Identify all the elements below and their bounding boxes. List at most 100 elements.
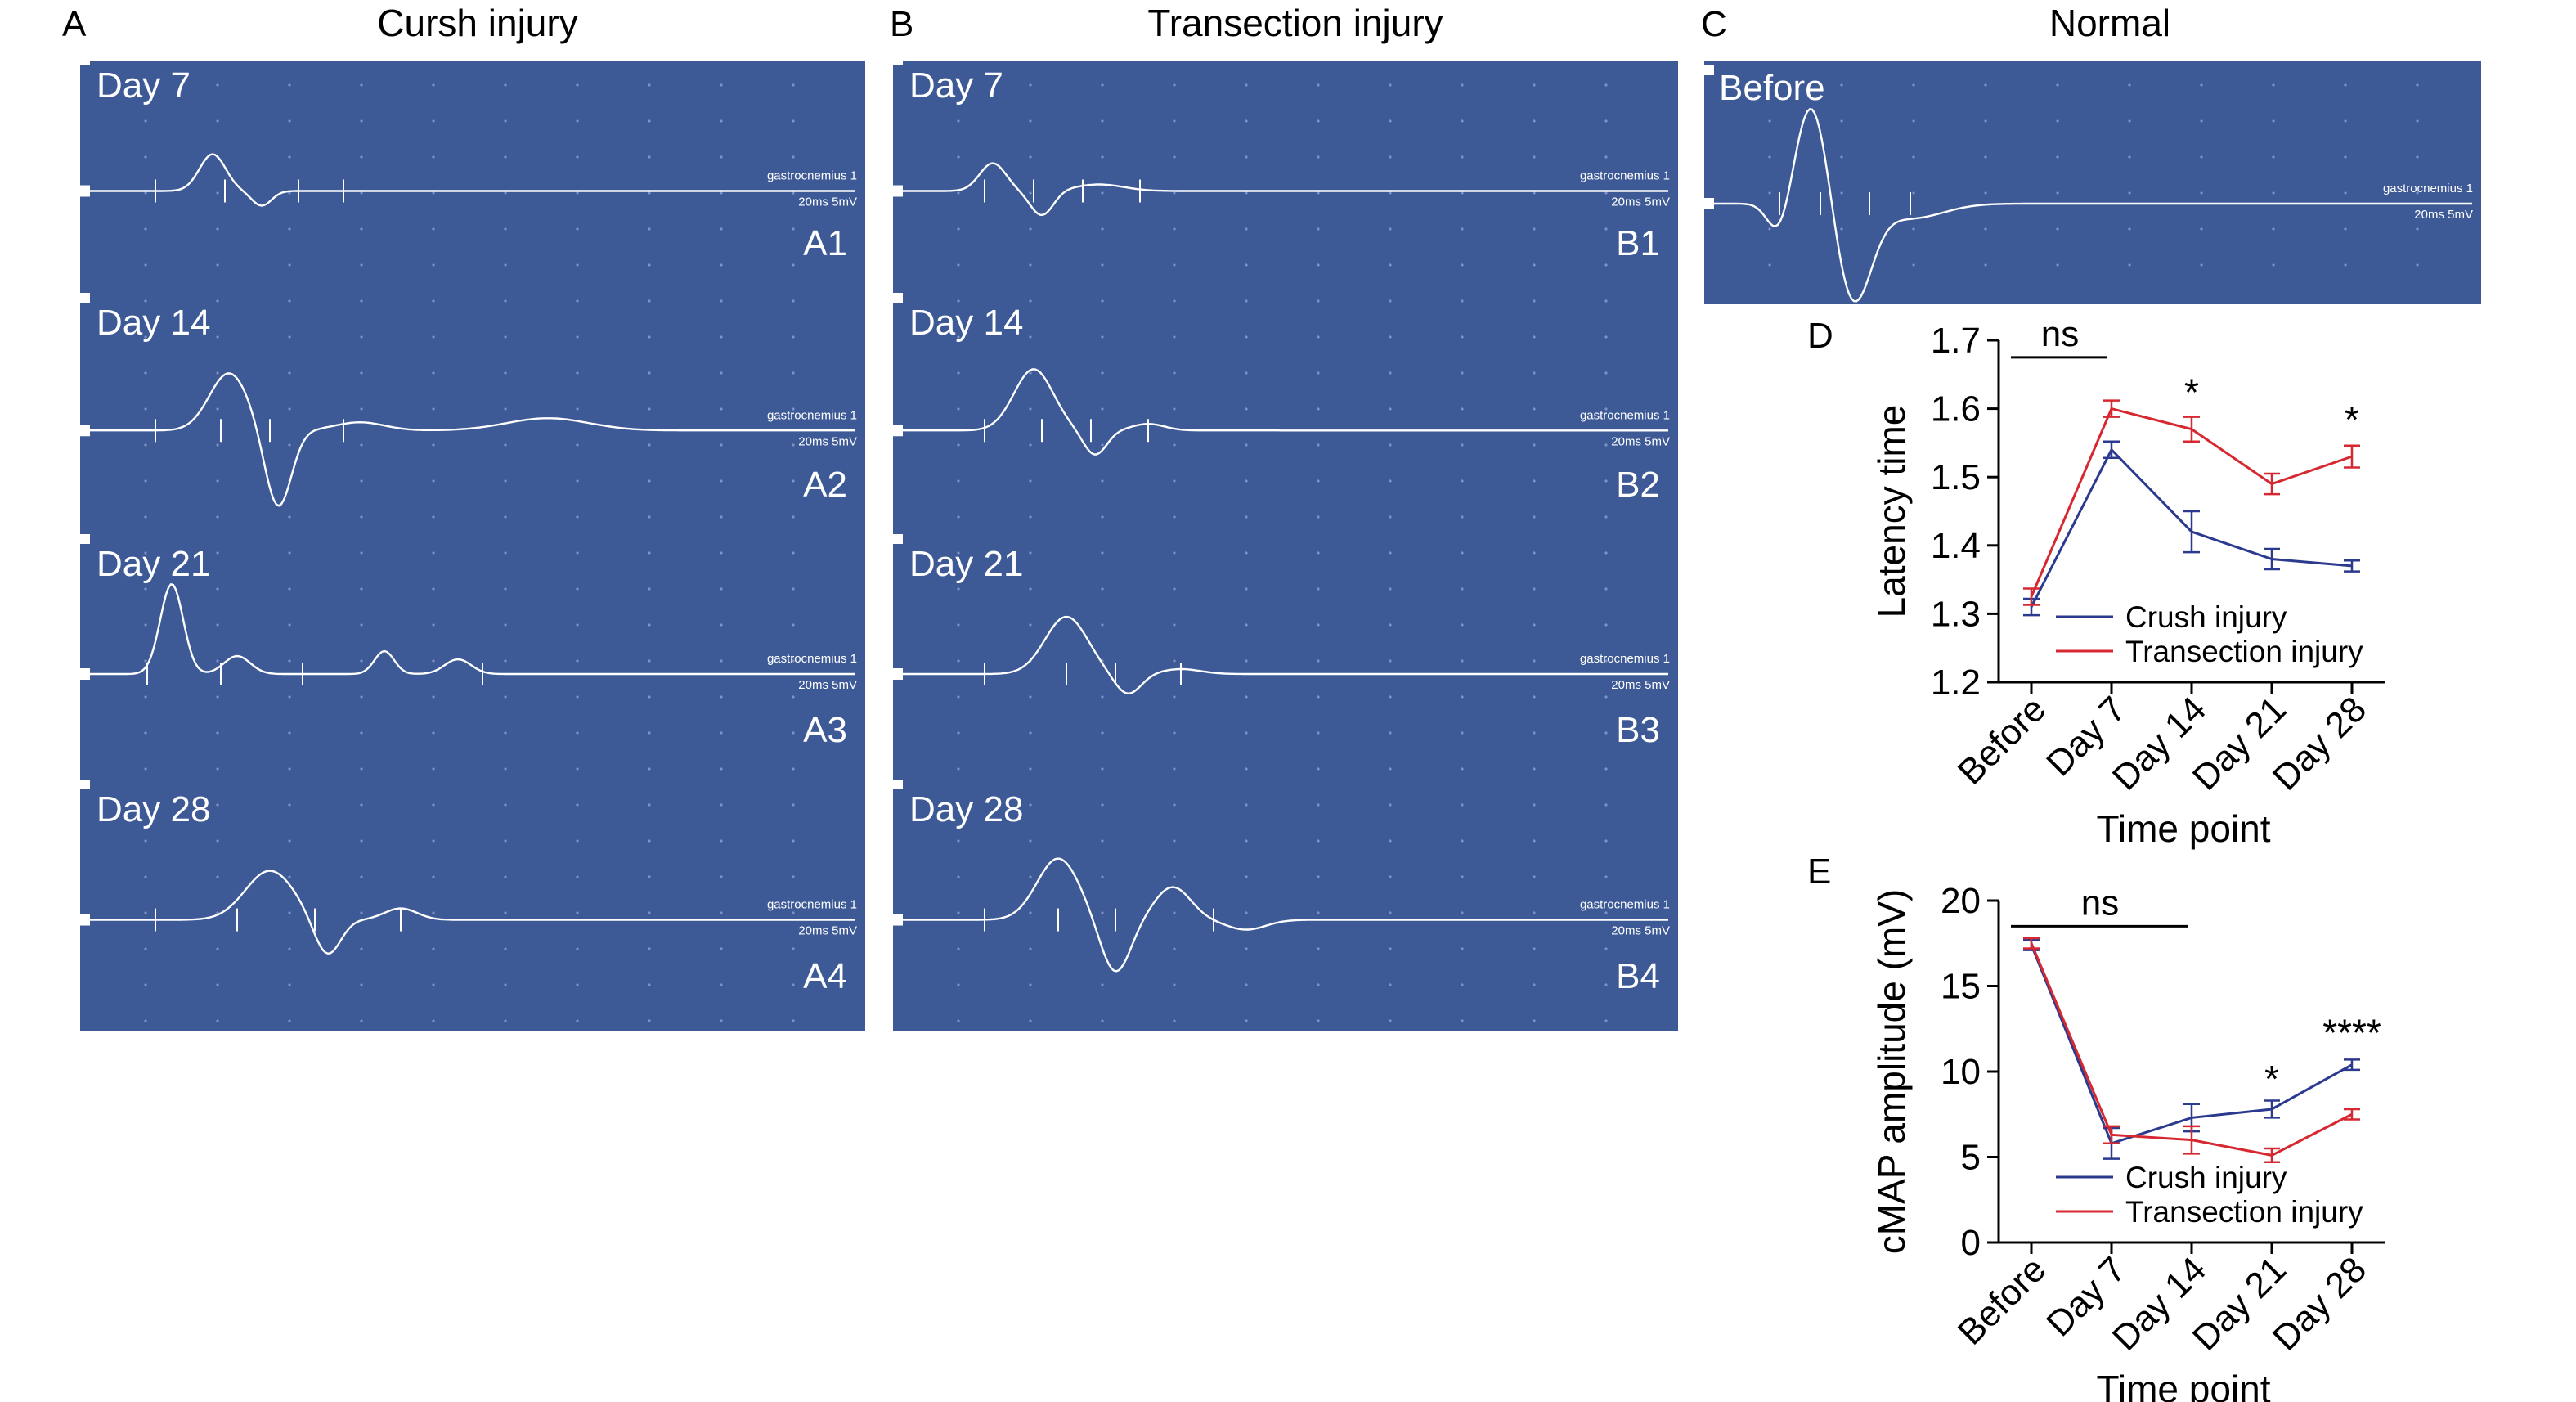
emg-panel-b-grid-dot [1029,767,1032,771]
y-tick-label: 1.3 [1931,594,1981,634]
emg-panel-b-grid-dot [1245,659,1248,663]
emg-panel-a-grid-dot [504,371,507,375]
emg-panel-b-grid-dot [1317,551,1320,555]
emg-panel-c-grid-dot [2272,263,2275,267]
emg-panel-b-grid-dot [1461,155,1464,159]
emg-panel-b-grid-dot [1389,659,1392,663]
channel-label: gastrocnemius 1 [767,169,857,183]
emg-panel-a-grid-dot [576,515,579,519]
emg-panel-b-grid-dot [1101,875,1104,878]
data-point [2344,1058,2360,1072]
emg-panel-a-grid-dot [144,839,147,843]
emg-panel-a-grid-dot [144,803,147,807]
emg-panel-b-grid-dot [1461,443,1464,447]
emg-panel-b-grid-dot [1101,119,1104,123]
emg-panel-c-grid-dot [1768,155,1771,159]
emg-panel-b-grid-dot [1317,947,1320,950]
emg-panel-b-grid-dot [1533,623,1536,627]
emg-panel-b-grid-dot [1604,335,1608,339]
emg-panel-a-grid-dot [792,155,795,159]
emg-panel-a-grid-dot [432,515,435,519]
emg-panel-a-grid-dot [720,335,723,339]
emg-panel-a-grid-dot [720,479,723,483]
emg-panel-b-grid-dot [1604,407,1608,411]
emg-panel-a-grid-dot [360,263,363,267]
emg-panel-a-grid-dot [504,479,507,483]
emg-panel-b-grid-dot [1317,767,1320,771]
emg-panel-a-grid-dot [504,839,507,843]
subpanel-label: A4 [803,956,847,996]
emg-panel-a-grid-dot [288,155,291,159]
emg-panel-a-grid-dot [504,407,507,411]
emg-panel-b-grid-dot [1245,839,1248,843]
emg-panel-b-grid-dot [957,443,960,447]
emg-panel-a-grid-dot [720,443,723,447]
emg-panel-b-grid-dot [1461,731,1464,735]
emg-panel-a-grid-dot [720,659,723,663]
emg-panel-b-grid-dot [957,983,960,986]
emg-panel-c-grid-dot [2128,263,2131,267]
emg-panel-a-grid-dot [576,659,579,663]
emg-panel-a-grid-dot [576,155,579,159]
emg-panel-a-grid-dot [432,803,435,807]
emg-panel-a-grid-dot [648,83,651,87]
channel-label: gastrocnemius 1 [1580,898,1670,912]
emg-panel-b-grid-dot [1461,479,1464,483]
emg-panel-b-grid-dot [1317,83,1320,87]
emg-panel-b-grid-dot [1173,551,1176,555]
data-point [2264,547,2280,571]
emg-panel-a-grid-dot [144,479,147,483]
emg-panel-a-grid-dot [504,767,507,771]
emg-panel-b-grid-dot [1389,479,1392,483]
channel-marker [79,914,90,926]
emg-panel-c-grid-dot [2416,83,2419,87]
emg-panel-a-grid-dot [504,875,507,878]
emg-panel-b-grid-dot [957,191,960,195]
emg-panel-b-grid-dot [1101,623,1104,627]
emg-panel-a-grid-dot [288,407,291,411]
emg-panel-a-grid-dot [792,551,795,555]
emg-panel-a-grid-dot [288,227,291,231]
emg-panel-a-grid-dot [648,371,651,375]
emg-panel-b-grid-dot [1245,767,1248,771]
emg-panel-b-grid-dot [1173,911,1176,914]
y-tick-label: 1.7 [1931,321,1981,361]
y-tick-label: 1.4 [1931,526,1981,566]
emg-panel-a-grid-dot [792,335,795,339]
emg-panel-a-grid-dot [720,299,723,303]
emg-panel-a-grid-dot [720,155,723,159]
emg-panel-a-grid-dot [432,839,435,843]
emg-panel-b-grid-dot [1029,227,1032,231]
emg-panel-b-grid-dot [1533,515,1536,519]
emg-panel-c-grid-dot [1768,119,1771,123]
emg-panel-b-grid-dot [1389,911,1392,914]
channel-label: gastrocnemius 1 [1580,169,1670,183]
emg-panel-a-grid-dot [504,947,507,950]
emg-panel-a-grid-dot [288,263,291,267]
emg-panel-b-grid-dot [1101,443,1104,447]
emg-panel-b-grid-dot [1101,731,1104,735]
y-axis-title: cMAP amplitude (mV) [1870,889,1913,1255]
emg-panel-b-grid-dot [1533,299,1536,303]
significance-star: * [2264,1058,2279,1100]
emg-panel-a-grid-dot [648,587,651,591]
emg-panel-b-grid-dot [1245,803,1248,807]
scale-label: 20ms 5mV [798,678,857,692]
emg-panel-c-grid-dot [2128,227,2131,231]
emg-panel-b-grid-dot [957,227,960,231]
channel-marker [891,668,903,680]
emg-panel-c-grid-dot [2416,155,2419,159]
emg-panel-b-grid-dot [1173,119,1176,123]
emg-panel-a-grid-dot [288,119,291,123]
emg-panel-c-grid-dot [2416,119,2419,123]
emg-panel-b-grid-dot [1461,983,1464,986]
emg-panel-b-grid-dot [1317,227,1320,231]
emg-panel-b-grid-dot [1245,227,1248,231]
emg-panel-b-grid-dot [1173,155,1176,159]
emg-panel-a-grid-dot [792,659,795,663]
scale-label: 20ms 5mV [1611,678,1670,692]
emg-panel-a-grid-dot [792,443,795,447]
emg-panel-c-grid-dot [2272,191,2275,195]
